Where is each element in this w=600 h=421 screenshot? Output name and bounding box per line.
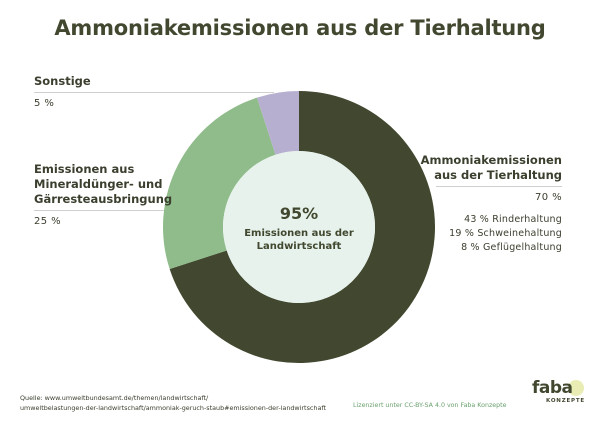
donut-center [223, 151, 375, 303]
slice-label-value: 70 % [534, 192, 562, 203]
source-line: Quelle: www.umweltbundesamt.de/themen/la… [20, 394, 209, 402]
slice-label-name: Sonstige [34, 74, 91, 88]
license-note: Lizenziert unter CC-BY-SA 4.0 von Faba K… [353, 402, 507, 409]
center-value: 95% [280, 204, 318, 223]
slice-label-name-line2: Mineraldünger- und [34, 177, 163, 191]
logo-subtitle: KONZEPTE [546, 398, 585, 404]
sub-breakdown-list: 43 % Rinderhaltung 19 % Schweinehaltung … [362, 213, 562, 255]
label-mineral: Emissionen aus Mineraldünger- und Gärres… [34, 162, 173, 227]
sub-item: 43 % Rinderhaltung [464, 214, 562, 225]
label-divider [34, 210, 164, 211]
chart-title: Ammoniakemissionen aus der Tierhaltung [54, 16, 546, 40]
label-tierhaltung: Ammoniakemissionen aus der Tierhaltung 7… [362, 153, 562, 255]
source-line: umweltbelastungen-der-landwirtschaft/amm… [20, 404, 327, 412]
pie-slice [256, 91, 299, 155]
center-text-line2: Landwirtschaft [257, 241, 342, 252]
sub-item: 8 % Geflügelhaltung [461, 242, 562, 253]
faba-logo: faba KONZEPTE [532, 378, 590, 414]
label-sonstige: Sonstige 5 % [34, 74, 274, 109]
logo-wordmark: faba [532, 378, 573, 398]
pie-slice [163, 97, 276, 270]
slice-label-name-line2: aus der Tierhaltung [434, 168, 562, 182]
slice-label-name-line1: Ammoniakemissionen [420, 153, 562, 167]
label-divider [436, 186, 562, 187]
center-text-line1: Emissionen aus der [244, 228, 354, 239]
pie-slice [169, 91, 435, 364]
label-divider [34, 92, 274, 93]
sub-item: 19 % Schweinehaltung [449, 228, 562, 239]
slice-label-value: 5 % [34, 98, 55, 109]
source-note: Quelle: www.umweltbundesamt.de/themen/la… [20, 393, 326, 413]
slice-label-value: 25 % [34, 216, 62, 227]
slice-label-name-line3: Gärresteausbringung [34, 192, 173, 206]
slice-label-name-line1: Emissionen aus [34, 162, 135, 176]
